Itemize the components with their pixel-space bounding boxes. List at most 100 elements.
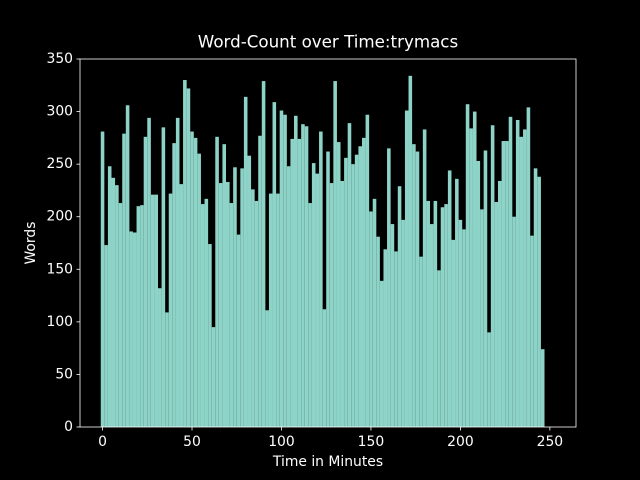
bar <box>175 117 180 427</box>
chart-title: Word-Count over Time:trymacs <box>198 32 458 52</box>
bar <box>372 198 377 427</box>
bar <box>268 193 273 427</box>
bar <box>515 119 520 428</box>
bar <box>533 168 538 427</box>
bar <box>419 256 423 427</box>
bar <box>283 114 287 428</box>
bar <box>118 203 123 427</box>
bar <box>333 81 337 427</box>
bar <box>258 135 262 428</box>
x-tick-label: 150 <box>358 434 385 450</box>
bar <box>465 104 470 427</box>
bar <box>279 110 284 428</box>
bar <box>265 310 269 427</box>
y-tick-label: 350 <box>46 51 73 67</box>
bar <box>365 114 370 428</box>
bar <box>129 231 133 427</box>
bar <box>390 224 395 427</box>
bar <box>440 207 445 427</box>
x-tick-label: 250 <box>537 434 564 450</box>
bar <box>158 288 162 427</box>
bar <box>125 105 130 428</box>
bar <box>379 280 384 427</box>
bar <box>272 102 277 427</box>
bar <box>497 180 502 427</box>
bar <box>172 143 176 427</box>
bar <box>319 131 323 427</box>
bar <box>147 117 151 427</box>
bar <box>429 224 434 427</box>
bar <box>376 236 380 427</box>
plot-frame <box>79 58 577 428</box>
bar <box>351 164 355 427</box>
bar <box>254 200 259 427</box>
bar <box>204 198 209 427</box>
bar <box>523 129 527 427</box>
bar <box>408 75 413 427</box>
bar <box>161 127 166 427</box>
bar <box>404 110 409 428</box>
bar <box>243 96 248 427</box>
bar <box>476 160 481 427</box>
x-tick-label: 0 <box>98 434 107 450</box>
bar <box>354 154 359 427</box>
bar <box>329 183 334 427</box>
bar <box>290 138 295 427</box>
bar <box>308 203 312 427</box>
bar <box>136 206 141 427</box>
bar <box>526 107 531 427</box>
bar <box>179 184 184 427</box>
x-tick-label: 100 <box>268 434 295 450</box>
bar <box>222 144 227 427</box>
bar <box>186 88 191 427</box>
bar <box>261 81 266 427</box>
bar <box>487 332 491 427</box>
y-tick-label: 0 <box>64 419 73 435</box>
bar <box>537 176 541 427</box>
bar <box>226 182 230 427</box>
bar <box>104 245 108 427</box>
bar <box>415 151 420 428</box>
bar <box>193 137 198 427</box>
bar <box>229 203 234 427</box>
bar <box>297 138 302 427</box>
bar <box>154 194 159 427</box>
bar <box>344 157 348 427</box>
bar <box>107 166 112 427</box>
bar <box>455 178 459 427</box>
bar <box>401 219 405 427</box>
bar <box>451 239 456 427</box>
bar <box>190 131 194 427</box>
y-axis-label: Words <box>23 222 39 265</box>
bar <box>490 125 495 428</box>
y-tick-label: 250 <box>46 156 73 172</box>
bar <box>122 133 126 427</box>
bar <box>322 309 327 427</box>
bar <box>218 183 223 427</box>
bar <box>336 142 341 427</box>
bar <box>444 204 448 427</box>
bar <box>422 129 427 427</box>
bar <box>462 229 466 427</box>
x-tick-label: 200 <box>447 434 474 450</box>
bar <box>140 205 144 427</box>
bar <box>183 80 187 428</box>
bar <box>519 136 524 427</box>
bar <box>512 216 516 427</box>
bar <box>236 234 241 427</box>
y-tick-label: 100 <box>46 314 73 330</box>
bar <box>233 167 237 427</box>
bar <box>200 204 205 427</box>
bar <box>340 180 345 427</box>
bar <box>115 185 119 427</box>
bar <box>301 124 305 427</box>
bar <box>132 232 137 427</box>
bar <box>294 115 298 427</box>
bar <box>458 219 463 427</box>
x-tick-label: 50 <box>183 434 201 450</box>
bar <box>361 137 366 427</box>
bar <box>150 194 155 427</box>
bar <box>326 151 330 428</box>
